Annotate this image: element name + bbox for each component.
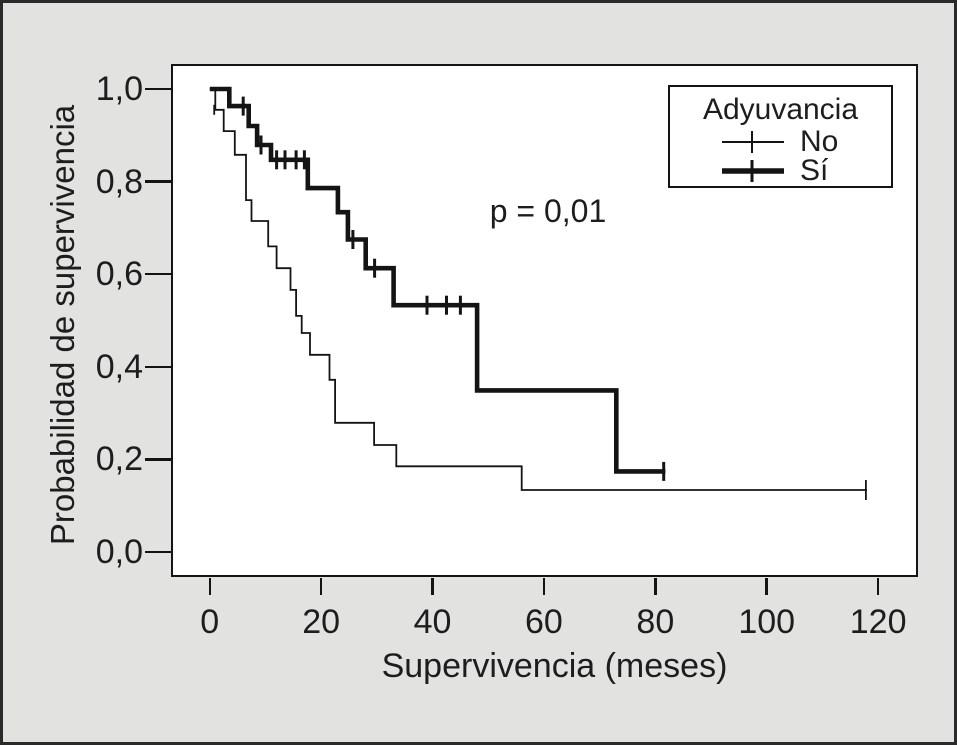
legend-entry-no: No [670,125,891,158]
y-axis-title: Probabilidad de supervivencia [44,104,81,546]
thick-line-censor-icon [722,159,784,182]
x-tick-label: 60 [525,603,563,641]
x-tick-label: 120 [849,603,907,641]
x-tick-label: 80 [636,603,675,641]
legend: Adyuvancia No Sí [668,85,893,188]
x-tick-mark [319,578,323,595]
y-tick-label: 0,4 [95,347,143,386]
x-tick-label: 100 [738,603,796,641]
legend-title: Adyuvancia [702,93,859,126]
legend-entry-si: Sí [670,154,891,187]
x-tick-mark [654,578,657,595]
x-axis-title: Supervivencia (meses) [381,647,728,685]
x-tick-mark [208,578,211,595]
plot-area: p = 0,01 Adyuvancia No Sí [171,64,918,577]
x-tick-label: 20 [302,603,341,641]
y-tick-label: 0,6 [95,255,143,294]
legend-label-no: No [800,125,839,158]
thin-line-censor-icon [722,130,784,153]
y-tick-label: 0,8 [95,162,143,201]
y-tick-label: 0,2 [95,440,143,479]
y-tick-mark [145,272,171,276]
y-tick-label: 1,0 [95,70,143,108]
survival-curve-no [209,88,867,491]
x-tick-mark [876,578,880,595]
x-tick-label: 0 [200,603,220,641]
x-tick-label: 40 [413,603,452,641]
y-tick-mark [145,550,171,554]
survival-curve-sí [209,86,666,474]
y-tick-label: 0,0 [95,532,143,571]
y-tick-mark [145,458,171,461]
y-tick-mark [145,87,171,91]
x-tick-mark [431,578,434,595]
x-tick-mark [765,578,768,595]
legend-label-si: Sí [800,154,829,187]
survival-curves-svg [209,86,867,500]
y-tick-mark [145,365,171,369]
x-tick-mark [542,578,546,595]
p-value-annotation: p = 0,01 [489,193,607,229]
y-tick-mark [145,180,171,183]
